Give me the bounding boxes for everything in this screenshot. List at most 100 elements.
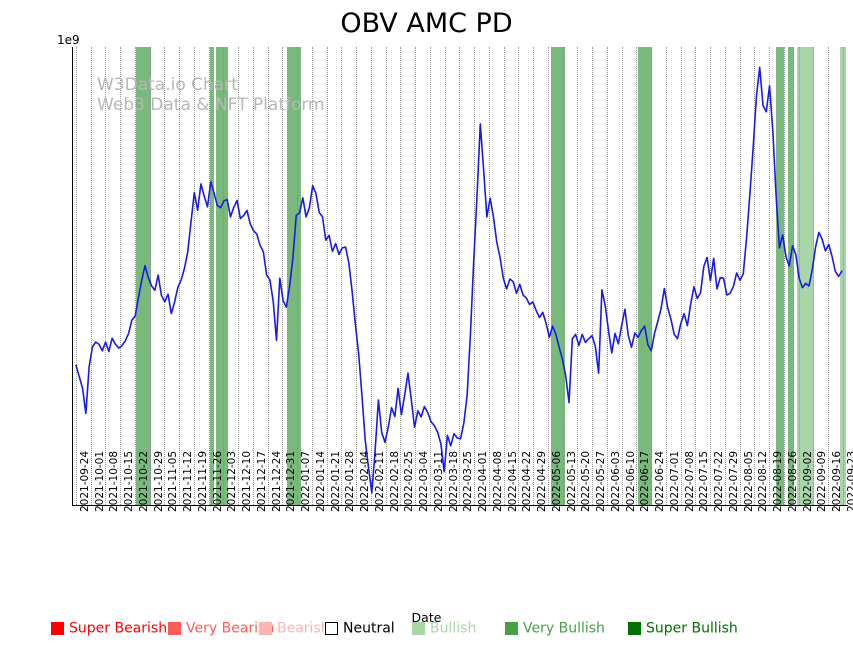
legend-swatch-icon bbox=[259, 622, 272, 635]
vertical-gridline bbox=[282, 47, 284, 505]
x-axis-tickmark bbox=[769, 505, 770, 506]
x-axis-tick-label: 2022-02-11 bbox=[373, 450, 386, 512]
legend-item-bearish[interactable]: Bearish bbox=[259, 618, 330, 640]
legend-item-bullish[interactable]: Bullish bbox=[412, 618, 476, 640]
vertical-gridline bbox=[297, 47, 299, 505]
x-axis-tick-label: 2022-06-03 bbox=[609, 450, 622, 512]
x-axis-tickmark bbox=[651, 505, 652, 506]
signal-band bbox=[209, 47, 214, 505]
vertical-gridline bbox=[680, 47, 682, 505]
legend-swatch-icon bbox=[412, 622, 425, 635]
vertical-gridline bbox=[533, 47, 535, 505]
x-axis-tick-label: 2022-07-01 bbox=[668, 450, 681, 512]
x-axis-tick-label: 2022-02-25 bbox=[403, 450, 416, 512]
x-axis-tick-label: 2022-06-10 bbox=[624, 450, 637, 512]
x-axis-tick-label: 2022-04-15 bbox=[506, 450, 519, 512]
x-axis-tick-label: 2022-01-21 bbox=[329, 450, 342, 512]
x-axis-tickmark bbox=[76, 505, 77, 506]
x-axis-tick-label: 2021-10-08 bbox=[108, 450, 121, 512]
signal-band bbox=[797, 47, 815, 505]
vertical-gridline bbox=[783, 47, 785, 505]
x-axis-tickmark bbox=[784, 505, 785, 506]
vertical-gridline bbox=[311, 47, 313, 505]
signal-band bbox=[776, 47, 784, 505]
x-axis-tick-label: 2022-03-18 bbox=[447, 450, 460, 512]
x-axis-tick-label: 2022-09-16 bbox=[831, 450, 844, 512]
x-axis-tick-label: 2022-04-08 bbox=[491, 450, 504, 512]
x-axis-tick-label: 2021-11-19 bbox=[196, 450, 209, 512]
y-axis-tickmark bbox=[72, 105, 73, 106]
signal-band bbox=[215, 47, 228, 505]
x-axis-tick-label: 2022-08-05 bbox=[742, 450, 755, 512]
legend-item-very-bearish[interactable]: Very Bearish bbox=[168, 618, 274, 640]
vertical-gridline bbox=[739, 47, 741, 505]
x-axis-tickmark bbox=[415, 505, 416, 506]
x-axis-tick-label: 2021-11-12 bbox=[182, 450, 195, 512]
legend-item-super-bullish[interactable]: Super Bullish bbox=[628, 618, 738, 640]
x-axis-tick-label: 2022-04-29 bbox=[536, 450, 549, 512]
x-axis-tickmark bbox=[666, 505, 667, 506]
x-axis-tick-label: 2022-02-04 bbox=[359, 450, 372, 512]
vertical-gridline bbox=[577, 47, 579, 505]
x-axis-tickmark bbox=[474, 505, 475, 506]
legend-label: Very Bullish bbox=[523, 620, 605, 637]
x-axis-tick-label: 2022-01-28 bbox=[344, 450, 357, 512]
vertical-gridline bbox=[400, 47, 402, 505]
vertical-gridline bbox=[606, 47, 608, 505]
vertical-gridline bbox=[754, 47, 756, 505]
x-axis-tick-label: 2022-08-12 bbox=[757, 450, 770, 512]
x-axis-tickmark bbox=[297, 505, 298, 506]
legend-label: Super Bearish bbox=[69, 620, 168, 637]
vertical-gridline bbox=[547, 47, 549, 505]
vertical-gridline bbox=[724, 47, 726, 505]
vertical-gridline bbox=[429, 47, 431, 505]
x-axis-tick-label: 2022-09-02 bbox=[801, 450, 814, 512]
vertical-gridline bbox=[76, 47, 77, 505]
legend-item-very-bullish[interactable]: Very Bullish bbox=[505, 618, 605, 640]
x-axis-tick-label: 2021-11-26 bbox=[211, 450, 224, 512]
vertical-gridline bbox=[223, 47, 225, 505]
vertical-gridline bbox=[459, 47, 461, 505]
x-axis-tickmark bbox=[607, 505, 608, 506]
vertical-gridline bbox=[356, 47, 358, 505]
x-axis-tick-label: 2022-06-17 bbox=[639, 450, 652, 512]
y-axis-tickmark bbox=[72, 279, 73, 280]
x-axis-tick-label: 2022-01-14 bbox=[314, 450, 327, 512]
legend-swatch-icon bbox=[505, 622, 518, 635]
legend-label: Super Bullish bbox=[646, 620, 738, 637]
vertical-gridline bbox=[518, 47, 520, 505]
x-axis-tick-label: 2022-03-11 bbox=[432, 450, 445, 512]
obv-line-series bbox=[75, 66, 843, 494]
x-axis-tickmark bbox=[179, 505, 180, 506]
x-axis-tick-label: 2021-12-24 bbox=[270, 450, 283, 512]
vertical-gridline bbox=[665, 47, 667, 505]
x-axis-tickmark bbox=[356, 505, 357, 506]
legend-swatch-icon bbox=[51, 622, 64, 635]
legend-label: Very Bearish bbox=[186, 620, 275, 637]
x-axis-tick-label: 2022-07-15 bbox=[698, 450, 711, 512]
legend-item-neutral[interactable]: Neutral bbox=[325, 618, 395, 640]
legend-item-super-bearish[interactable]: Super Bearish bbox=[51, 618, 167, 640]
x-axis-tickmark bbox=[592, 505, 593, 506]
x-axis-tickmark bbox=[371, 505, 372, 506]
legend-swatch-icon bbox=[325, 622, 338, 635]
x-axis-tick-label: 2022-04-01 bbox=[477, 450, 490, 512]
y-axis-tickmark bbox=[72, 192, 73, 193]
vertical-gridline bbox=[651, 47, 653, 505]
chart-title: OBV AMC PD bbox=[340, 8, 513, 39]
vertical-gridline bbox=[164, 47, 166, 505]
x-axis-tick-label: 2022-08-26 bbox=[786, 450, 799, 512]
x-axis-tick-label: 2022-02-18 bbox=[388, 450, 401, 512]
vertical-gridline bbox=[90, 47, 92, 505]
x-axis-tick-label: 2022-05-13 bbox=[565, 450, 578, 512]
vertical-gridline bbox=[326, 47, 328, 505]
vertical-gridline bbox=[120, 47, 122, 505]
vertical-gridline bbox=[695, 47, 697, 505]
x-axis-tickmark bbox=[135, 505, 136, 506]
vertical-gridline bbox=[444, 47, 446, 505]
vertical-gridline bbox=[842, 47, 844, 505]
x-axis-tick-label: 2021-10-01 bbox=[93, 450, 106, 512]
vertical-gridline bbox=[105, 47, 107, 505]
x-axis-tick-label: 2022-03-25 bbox=[462, 450, 475, 512]
